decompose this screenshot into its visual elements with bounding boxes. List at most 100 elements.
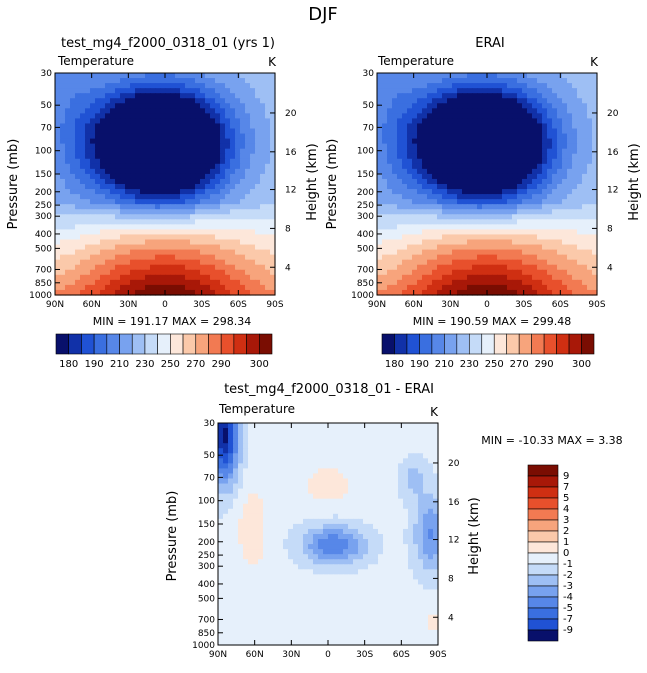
heatmap-cell bbox=[283, 473, 289, 479]
heatmap-cell bbox=[263, 519, 269, 525]
heatmap-cell bbox=[393, 519, 399, 525]
heatmap-cell bbox=[150, 250, 156, 256]
heatmap-cell bbox=[215, 134, 221, 140]
heatmap-cell bbox=[233, 524, 239, 530]
heatmap-cell bbox=[215, 234, 221, 240]
heatmap-cell bbox=[413, 504, 419, 510]
heatmap-cell bbox=[233, 438, 239, 444]
heatmap-cell bbox=[165, 113, 171, 119]
heatmap-cell bbox=[452, 214, 458, 220]
colorbar-swatch bbox=[132, 334, 145, 354]
heatmap-cell bbox=[447, 245, 453, 251]
heatmap-cell bbox=[155, 154, 161, 160]
heatmap-cell bbox=[313, 509, 319, 515]
panel-stats: MIN = 191.17 MAX = 298.34 bbox=[93, 315, 251, 328]
heatmap-cell bbox=[412, 285, 418, 291]
heatmap-cell bbox=[110, 98, 116, 104]
heatmap-cell bbox=[393, 443, 399, 449]
heatmap-cell bbox=[422, 149, 428, 155]
heatmap-cell bbox=[562, 149, 568, 155]
heatmap-cell bbox=[253, 484, 259, 490]
heatmap-cell bbox=[522, 280, 528, 286]
heatmap-cell bbox=[248, 453, 254, 459]
heatmap-cell bbox=[492, 179, 498, 185]
heatmap-cell bbox=[155, 73, 161, 79]
heatmap-cell bbox=[90, 139, 96, 145]
heatmap-cell bbox=[260, 88, 266, 94]
heatmap-cell bbox=[258, 504, 264, 510]
heatmap-cell bbox=[80, 275, 86, 281]
heatmap-cell bbox=[195, 108, 201, 114]
heatmap-cell bbox=[368, 453, 374, 459]
heatmap-cell bbox=[408, 423, 414, 429]
heatmap-cell bbox=[422, 88, 428, 94]
heatmap-cell bbox=[547, 229, 553, 235]
heatmap-cell bbox=[507, 154, 513, 160]
heatmap-cell bbox=[387, 78, 393, 84]
heatmap-cell bbox=[387, 194, 393, 200]
heatmap-cell bbox=[408, 484, 414, 490]
heatmap-cell bbox=[303, 428, 309, 434]
heatmap-cell bbox=[220, 98, 226, 104]
heatmap-cell bbox=[85, 159, 91, 165]
heatmap-cell bbox=[542, 275, 548, 281]
heatmap-cell bbox=[492, 88, 498, 94]
heatmap-cell bbox=[422, 270, 428, 276]
heatmap-cell bbox=[240, 245, 246, 251]
heatmap-cell bbox=[265, 250, 271, 256]
heatmap-cell bbox=[268, 433, 274, 439]
heatmap-cell bbox=[120, 93, 126, 99]
heatmap-cell bbox=[587, 285, 593, 291]
heatmap-cell bbox=[260, 179, 266, 185]
heatmap-cell bbox=[497, 144, 503, 150]
heatmap-cell bbox=[522, 149, 528, 155]
heatmap-cell bbox=[387, 224, 393, 230]
heatmap-cell bbox=[477, 194, 483, 200]
heatmap-cell bbox=[260, 139, 266, 145]
y-right-tick-label: 12 bbox=[607, 186, 618, 196]
heatmap-cell bbox=[407, 103, 413, 109]
heatmap-cell bbox=[190, 250, 196, 256]
heatmap-cell bbox=[233, 494, 239, 500]
heatmap-cell bbox=[70, 250, 76, 256]
heatmap-cell bbox=[85, 224, 91, 230]
heatmap-cell bbox=[338, 448, 344, 454]
heatmap-cell bbox=[215, 123, 221, 129]
heatmap-cell bbox=[482, 118, 488, 124]
heatmap-cell bbox=[368, 514, 374, 520]
heatmap-cell bbox=[235, 88, 241, 94]
heatmap-cell bbox=[477, 260, 483, 266]
heatmap-cell bbox=[328, 433, 334, 439]
heatmap-cell bbox=[457, 93, 463, 99]
heatmap-cell bbox=[408, 448, 414, 454]
heatmap-cell bbox=[537, 118, 543, 124]
heatmap-cell bbox=[423, 509, 429, 515]
heatmap-cell bbox=[210, 280, 216, 286]
heatmap-cell bbox=[233, 479, 239, 485]
heatmap-cell bbox=[422, 113, 428, 119]
heatmap-cell bbox=[140, 103, 146, 109]
heatmap-cell bbox=[397, 103, 403, 109]
heatmap-cell bbox=[75, 103, 81, 109]
heatmap-cell bbox=[467, 118, 473, 124]
heatmap-cell bbox=[393, 428, 399, 434]
heatmap-cell bbox=[60, 93, 66, 99]
heatmap-cell bbox=[220, 88, 226, 94]
heatmap-cell bbox=[105, 219, 111, 225]
x-tick-label: 90S bbox=[266, 300, 283, 310]
heatmap-cell bbox=[462, 129, 468, 135]
heatmap-cell bbox=[120, 194, 126, 200]
heatmap-cell bbox=[185, 209, 191, 215]
heatmap-cell bbox=[407, 255, 413, 261]
heatmap-cell bbox=[477, 280, 483, 286]
heatmap-cell bbox=[562, 164, 568, 170]
heatmap-cell bbox=[587, 123, 593, 129]
heatmap-cell bbox=[95, 224, 101, 230]
heatmap-cell bbox=[437, 103, 443, 109]
heatmap-cell bbox=[572, 280, 578, 286]
heatmap-cell bbox=[432, 219, 438, 225]
heatmap-cell bbox=[308, 438, 314, 444]
heatmap-cell bbox=[145, 164, 151, 170]
heatmap-cell bbox=[432, 73, 438, 79]
heatmap-cell bbox=[65, 144, 71, 150]
